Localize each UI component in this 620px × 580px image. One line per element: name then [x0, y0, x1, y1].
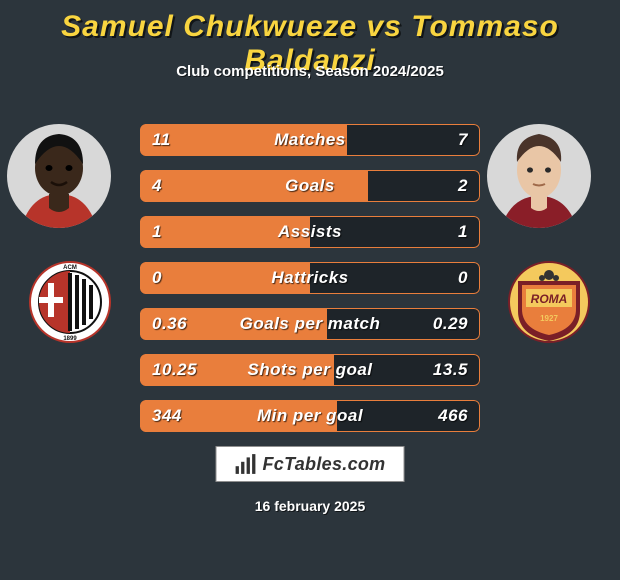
stat-row: 4Goals2 [140, 170, 480, 202]
stat-value-right: 13.5 [433, 360, 468, 380]
player1-avatar [7, 124, 111, 228]
stat-label: Goals per match [140, 314, 480, 334]
stat-label: Min per goal [140, 406, 480, 426]
stat-value-right: 7 [458, 130, 468, 150]
svg-text:1899: 1899 [63, 336, 77, 342]
stat-value-right: 2 [458, 176, 468, 196]
player2-club-badge: ROMA 1927 [505, 258, 593, 346]
stat-label: Assists [140, 222, 480, 242]
stats-section: 11Matches7 4Goals2 1Assists1 0Hattricks0 0.3… [140, 124, 480, 446]
stat-value-right: 1 [458, 222, 468, 242]
branding-badge: FcTables.com [216, 446, 405, 482]
stat-label: Shots per goal [140, 360, 480, 380]
player1-avatar-icon [7, 124, 111, 228]
stat-row: 344Min per goal466 [140, 400, 480, 432]
svg-text:ACM: ACM [63, 265, 77, 271]
stat-label: Hattricks [140, 268, 480, 288]
stat-label: Matches [140, 130, 480, 150]
branding-text: FcTables.com [263, 454, 386, 475]
stat-value-right: 0 [458, 268, 468, 288]
stat-row: 0Hattricks0 [140, 262, 480, 294]
subtitle: Club competitions, Season 2024/2025 [0, 63, 620, 80]
svg-text:ROMA: ROMA [531, 292, 568, 306]
as-roma-badge-icon: ROMA 1927 [508, 261, 590, 343]
player2-avatar-icon [487, 124, 591, 228]
stat-value-right: 466 [438, 406, 468, 426]
stat-row: 11Matches7 [140, 124, 480, 156]
svg-text:1927: 1927 [540, 314, 558, 323]
stat-value-right: 0.29 [433, 314, 468, 334]
stat-label: Goals [140, 176, 480, 196]
branding-chart-icon [235, 453, 257, 475]
player1-club-badge: ACM 1899 [26, 258, 114, 346]
ac-milan-badge-icon: ACM 1899 [29, 261, 111, 343]
stat-row: 10.25Shots per goal13.5 [140, 354, 480, 386]
stat-row: 0.36Goals per match0.29 [140, 308, 480, 340]
stat-row: 1Assists1 [140, 216, 480, 248]
player2-avatar [487, 124, 591, 228]
date-label: 16 february 2025 [0, 498, 620, 514]
